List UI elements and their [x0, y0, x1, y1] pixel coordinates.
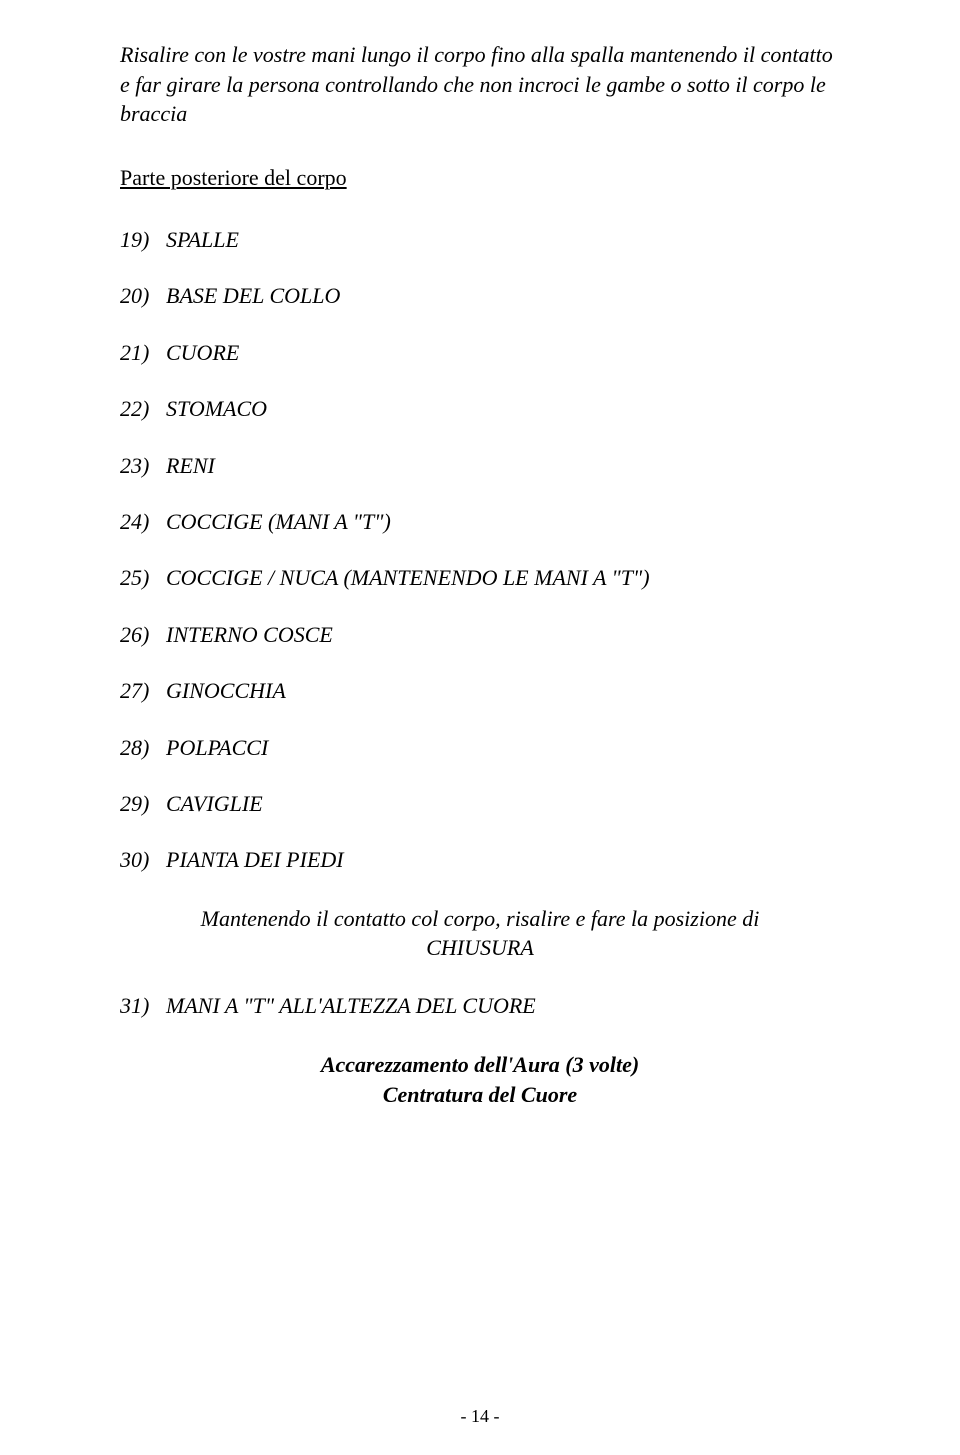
- item-number: 31): [120, 993, 166, 1019]
- item-label: COCCIGE (MANI A "T"): [166, 509, 840, 535]
- list-item: 31) MANI A "T" ALL'ALTEZZA DEL CUORE: [120, 993, 840, 1019]
- closing-list: 31) MANI A "T" ALL'ALTEZZA DEL CUORE: [120, 993, 840, 1019]
- item-label: CAVIGLIE: [166, 791, 840, 817]
- list-item: 30) PIANTA DEI PIEDI: [120, 847, 840, 873]
- list-item: 25) COCCIGE / NUCA (MANTENENDO LE MANI A…: [120, 565, 840, 591]
- item-number: 30): [120, 847, 166, 873]
- item-label: GINOCCHIA: [166, 678, 840, 704]
- item-number: 24): [120, 509, 166, 535]
- list-item: 28) POLPACCI: [120, 735, 840, 761]
- intro-paragraph: Risalire con le vostre mani lungo il cor…: [120, 40, 840, 129]
- item-label: COCCIGE / NUCA (MANTENENDO LE MANI A "T"…: [166, 565, 840, 591]
- item-label: INTERNO COSCE: [166, 622, 840, 648]
- closing-line-2: Centratura del Cuore: [120, 1080, 840, 1111]
- item-number: 26): [120, 622, 166, 648]
- list-item: 22) STOMACO: [120, 396, 840, 422]
- closing-line-1: Accarezzamento dell'Aura (3 volte): [120, 1050, 840, 1081]
- item-label: RENI: [166, 453, 840, 479]
- item-label: SPALLE: [166, 227, 840, 253]
- item-number: 25): [120, 565, 166, 591]
- item-number: 27): [120, 678, 166, 704]
- list-item: 26) INTERNO COSCE: [120, 622, 840, 648]
- item-number: 28): [120, 735, 166, 761]
- item-number: 22): [120, 396, 166, 422]
- list-item: 27) GINOCCHIA: [120, 678, 840, 704]
- item-label: PIANTA DEI PIEDI: [166, 847, 840, 873]
- list-item: 24) COCCIGE (MANI A "T"): [120, 509, 840, 535]
- note-paragraph: Mantenendo il contatto col corpo, risali…: [190, 904, 770, 963]
- item-label: MANI A "T" ALL'ALTEZZA DEL CUORE: [166, 993, 840, 1019]
- list-item: 19) SPALLE: [120, 227, 840, 253]
- page-number: - 14 -: [0, 1406, 960, 1427]
- item-number: 29): [120, 791, 166, 817]
- body-parts-list: 19) SPALLE 20) BASE DEL COLLO 21) CUORE …: [120, 227, 840, 874]
- document-page: Risalire con le vostre mani lungo il cor…: [0, 0, 960, 1455]
- section-heading: Parte posteriore del corpo: [120, 165, 840, 191]
- item-label: POLPACCI: [166, 735, 840, 761]
- item-number: 20): [120, 283, 166, 309]
- item-number: 23): [120, 453, 166, 479]
- item-label: CUORE: [166, 340, 840, 366]
- item-label: BASE DEL COLLO: [166, 283, 840, 309]
- item-number: 21): [120, 340, 166, 366]
- list-item: 29) CAVIGLIE: [120, 791, 840, 817]
- list-item: 21) CUORE: [120, 340, 840, 366]
- list-item: 23) RENI: [120, 453, 840, 479]
- item-label: STOMACO: [166, 396, 840, 422]
- closing-block: Accarezzamento dell'Aura (3 volte) Centr…: [120, 1050, 840, 1112]
- item-number: 19): [120, 227, 166, 253]
- list-item: 20) BASE DEL COLLO: [120, 283, 840, 309]
